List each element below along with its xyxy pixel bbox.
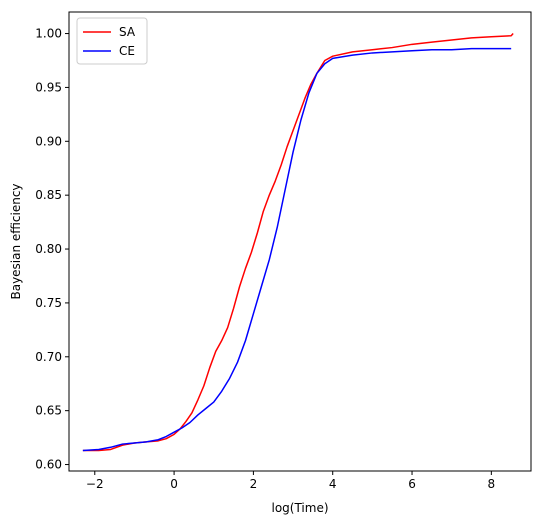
- x-tick-label: 4: [329, 477, 337, 491]
- y-tick-label: 0.75: [35, 296, 62, 310]
- series-line-ce: [82, 47, 512, 452]
- x-tick-label: 8: [488, 477, 496, 491]
- y-tick-label: 1.00: [35, 27, 62, 41]
- y-tick-label: 0.85: [35, 188, 62, 202]
- x-tick-label: 2: [250, 477, 258, 491]
- y-tick-label: 0.60: [35, 458, 62, 472]
- legend-box: [76, 17, 148, 65]
- x-tick-label: −2: [86, 477, 104, 491]
- x-axis-label: log(Time): [271, 501, 328, 515]
- legend: SA CE: [76, 17, 148, 65]
- y-tick-label: 0.70: [35, 350, 62, 364]
- series-line-sa: [82, 33, 514, 452]
- tick-layer: −2 0 2 4 6 8 0.60 0.65 0.70 0.75 0.80 0.85 0.90 0.95 1…: [35, 27, 495, 491]
- y-tick-label: 0.95: [35, 80, 62, 94]
- series-layer: [82, 33, 514, 452]
- y-tick-label: 0.80: [35, 242, 62, 256]
- legend-label-ce: CE: [119, 44, 135, 58]
- plot-frame: [68, 11, 532, 472]
- legend-label-sa: SA: [119, 25, 136, 39]
- y-axis-label: Bayesian efficiency: [9, 183, 23, 299]
- y-tick-label: 0.65: [35, 404, 62, 418]
- y-tick-label: 0.90: [35, 134, 62, 148]
- x-tick-label: 6: [408, 477, 416, 491]
- x-tick-label: 0: [170, 477, 178, 491]
